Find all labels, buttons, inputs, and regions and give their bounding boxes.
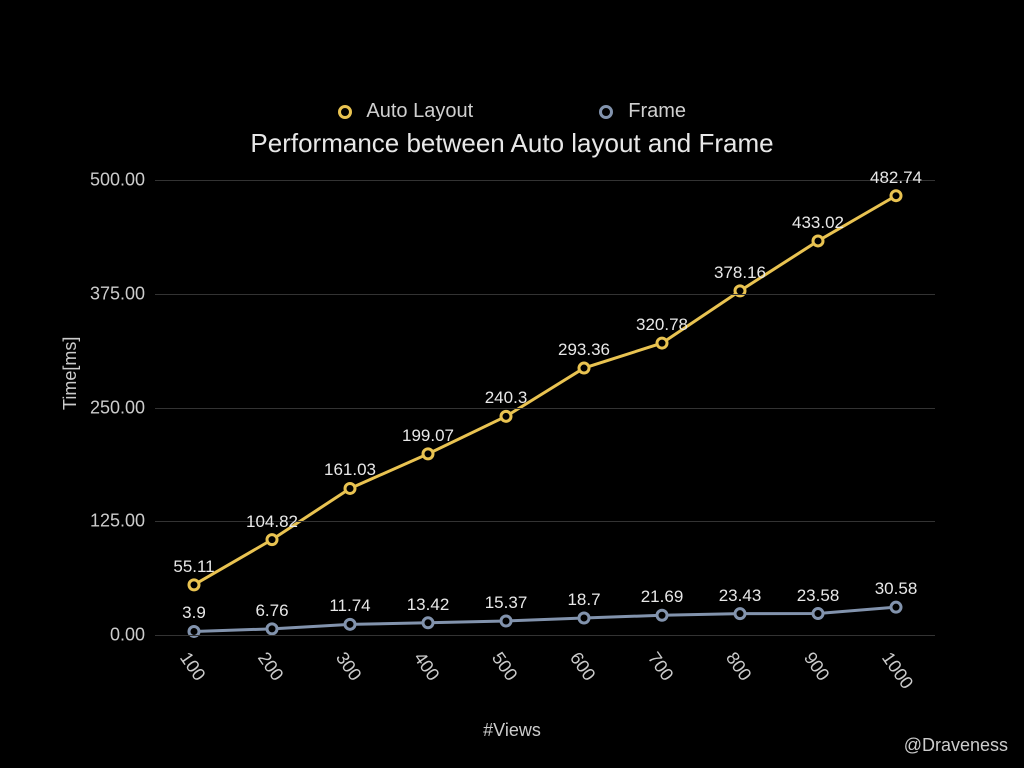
x-axis-label: #Views bbox=[0, 720, 1024, 741]
series-line-frame bbox=[194, 607, 896, 631]
legend-label: Frame bbox=[628, 100, 686, 122]
series-point bbox=[189, 580, 199, 590]
value-label: 240.3 bbox=[485, 388, 528, 408]
value-label: 11.74 bbox=[329, 596, 370, 616]
value-label: 3.9 bbox=[182, 603, 206, 623]
series-point bbox=[657, 338, 667, 348]
plot-area: 0.00125.00250.00375.00500.00100200300400… bbox=[155, 180, 935, 635]
y-axis-label: Time[ms] bbox=[60, 337, 81, 410]
x-tick-label: 300 bbox=[331, 648, 365, 685]
x-tick-label: 900 bbox=[799, 648, 833, 685]
series-point bbox=[423, 449, 433, 459]
legend-item-frame: Frame bbox=[599, 100, 686, 123]
series-point bbox=[501, 616, 511, 626]
x-tick-label: 500 bbox=[487, 648, 521, 685]
legend-label: Auto Layout bbox=[366, 100, 473, 122]
series-point bbox=[891, 191, 901, 201]
chart-title: Performance between Auto layout and Fram… bbox=[0, 128, 1024, 159]
value-label: 378.16 bbox=[714, 263, 766, 283]
value-label: 30.58 bbox=[875, 579, 918, 599]
series-point bbox=[735, 609, 745, 619]
value-label: 161.03 bbox=[324, 460, 376, 480]
value-label: 104.82 bbox=[246, 512, 298, 532]
y-tick-label: 375.00 bbox=[90, 283, 145, 304]
series-point bbox=[423, 618, 433, 628]
value-label: 482.74 bbox=[870, 168, 922, 188]
series-point bbox=[345, 483, 355, 493]
value-label: 18.7 bbox=[567, 590, 600, 610]
x-tick-label: 1000 bbox=[877, 648, 917, 693]
credit-text: @Draveness bbox=[904, 735, 1008, 756]
y-tick-label: 500.00 bbox=[90, 170, 145, 191]
x-tick-label: 200 bbox=[253, 648, 287, 685]
series-line-auto-layout bbox=[194, 196, 896, 585]
legend-swatch-auto-layout bbox=[338, 105, 352, 119]
legend-swatch-frame bbox=[599, 105, 613, 119]
y-tick-label: 250.00 bbox=[90, 397, 145, 418]
value-label: 13.42 bbox=[407, 595, 450, 615]
gridline bbox=[155, 180, 935, 181]
series-point bbox=[501, 411, 511, 421]
gridline bbox=[155, 294, 935, 295]
series-point bbox=[813, 236, 823, 246]
series-point bbox=[579, 613, 589, 623]
x-tick-label: 600 bbox=[565, 648, 599, 685]
legend-item-auto-layout: Auto Layout bbox=[338, 100, 473, 123]
series-point bbox=[891, 602, 901, 612]
x-tick-label: 100 bbox=[175, 648, 209, 685]
value-label: 23.43 bbox=[719, 586, 762, 606]
value-label: 199.07 bbox=[402, 426, 454, 446]
legend: Auto Layout Frame bbox=[0, 100, 1024, 123]
x-tick-label: 800 bbox=[721, 648, 755, 685]
value-label: 433.02 bbox=[792, 213, 844, 233]
value-label: 23.58 bbox=[797, 586, 840, 606]
series-point bbox=[267, 624, 277, 634]
y-tick-label: 0.00 bbox=[110, 625, 145, 646]
series-point bbox=[267, 535, 277, 545]
gridline bbox=[155, 635, 935, 636]
value-label: 6.76 bbox=[255, 601, 288, 621]
value-label: 55.11 bbox=[173, 557, 214, 577]
series-point bbox=[657, 610, 667, 620]
series-point bbox=[345, 619, 355, 629]
series-point bbox=[579, 363, 589, 373]
series-point bbox=[813, 609, 823, 619]
chart-container: Auto Layout Frame Performance between Au… bbox=[0, 0, 1024, 768]
gridline bbox=[155, 408, 935, 409]
value-label: 15.37 bbox=[485, 593, 528, 613]
x-tick-label: 400 bbox=[409, 648, 443, 685]
value-label: 21.69 bbox=[641, 587, 684, 607]
value-label: 293.36 bbox=[558, 340, 610, 360]
value-label: 320.78 bbox=[636, 315, 688, 335]
y-tick-label: 125.00 bbox=[90, 511, 145, 532]
x-tick-label: 700 bbox=[643, 648, 677, 685]
